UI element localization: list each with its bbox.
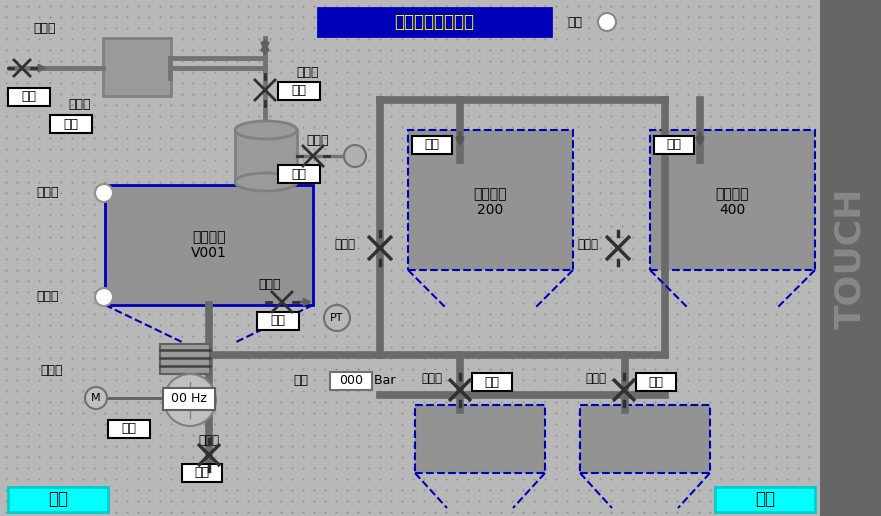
Bar (330, 372, 372, 390)
Text: 200: 200 (478, 203, 504, 217)
Text: 关闭: 关闭 (648, 376, 663, 389)
Text: 目标料仓: 目标料仓 (715, 187, 749, 201)
Bar (820, 0, 881, 516)
Bar (278, 165, 320, 183)
Bar (108, 420, 150, 438)
Text: 管道阀: 管道阀 (586, 372, 606, 384)
Text: Bar: Bar (370, 375, 396, 388)
Text: 管道阀: 管道阀 (334, 238, 355, 251)
Text: V001: V001 (191, 246, 227, 260)
Bar (472, 373, 512, 391)
Bar (103, 38, 171, 96)
Circle shape (95, 288, 113, 306)
Circle shape (95, 184, 113, 202)
Text: 高料位: 高料位 (37, 186, 59, 200)
Text: 管道阀: 管道阀 (198, 433, 219, 446)
Bar (636, 373, 676, 391)
Bar (105, 185, 313, 305)
Circle shape (344, 145, 366, 167)
Text: 停止: 停止 (292, 168, 307, 181)
Text: M: M (92, 393, 100, 403)
Bar (654, 136, 694, 154)
Bar (8, 88, 50, 106)
Text: TOUCH: TOUCH (833, 187, 867, 329)
Text: 消音: 消音 (48, 490, 68, 508)
Bar (235, 130, 297, 182)
Bar (580, 405, 710, 473)
Text: 关闭: 关闭 (667, 138, 682, 152)
Text: 旋转阀: 旋转阀 (41, 363, 63, 377)
Bar (278, 82, 320, 100)
Text: 目标料仓: 目标料仓 (474, 187, 507, 201)
Text: 管道阀: 管道阀 (577, 238, 598, 251)
Circle shape (324, 305, 350, 331)
Bar (318, 8, 551, 36)
Circle shape (164, 374, 216, 426)
Bar (715, 487, 815, 512)
Bar (408, 130, 573, 270)
Text: 停止: 停止 (122, 423, 137, 436)
Bar (50, 115, 92, 133)
Bar (182, 464, 222, 482)
Bar (8, 487, 108, 512)
Text: PT: PT (330, 313, 344, 323)
Text: 真空阀: 真空阀 (297, 66, 319, 78)
Circle shape (598, 13, 616, 31)
Text: 反吹阀: 反吹阀 (307, 134, 329, 147)
Bar (160, 344, 210, 374)
Text: 管道阀: 管道阀 (421, 372, 442, 384)
Text: 压力: 压力 (293, 375, 308, 388)
Ellipse shape (235, 121, 297, 139)
Text: 振动阀: 振动阀 (259, 279, 281, 292)
Bar (650, 130, 815, 270)
Text: 400: 400 (720, 203, 745, 217)
Text: 关闭: 关闭 (425, 138, 440, 152)
Text: 拍打阀: 拍打阀 (33, 22, 56, 35)
Text: 缓冲料斗: 缓冲料斗 (192, 230, 226, 244)
Text: 夹袋阀: 夹袋阀 (69, 99, 92, 111)
Text: 停止: 停止 (63, 118, 78, 131)
Bar (163, 388, 215, 410)
Text: 关闭: 关闭 (485, 376, 500, 389)
Circle shape (85, 387, 107, 409)
Text: 设置: 设置 (755, 490, 775, 508)
Bar (257, 312, 299, 330)
Ellipse shape (235, 173, 297, 191)
Text: 停止: 停止 (270, 314, 285, 328)
Text: 停止: 停止 (292, 85, 307, 98)
Text: 停止: 停止 (21, 90, 36, 104)
Text: 000: 000 (339, 375, 363, 388)
Text: 吨袋电气控制系统: 吨袋电气控制系统 (394, 13, 474, 31)
Text: 通讯: 通讯 (567, 15, 582, 28)
Text: 关闭: 关闭 (195, 466, 210, 479)
Bar (412, 136, 452, 154)
Text: 00 Hz: 00 Hz (171, 393, 207, 406)
Text: 低料位: 低料位 (37, 291, 59, 303)
Bar (415, 405, 545, 473)
